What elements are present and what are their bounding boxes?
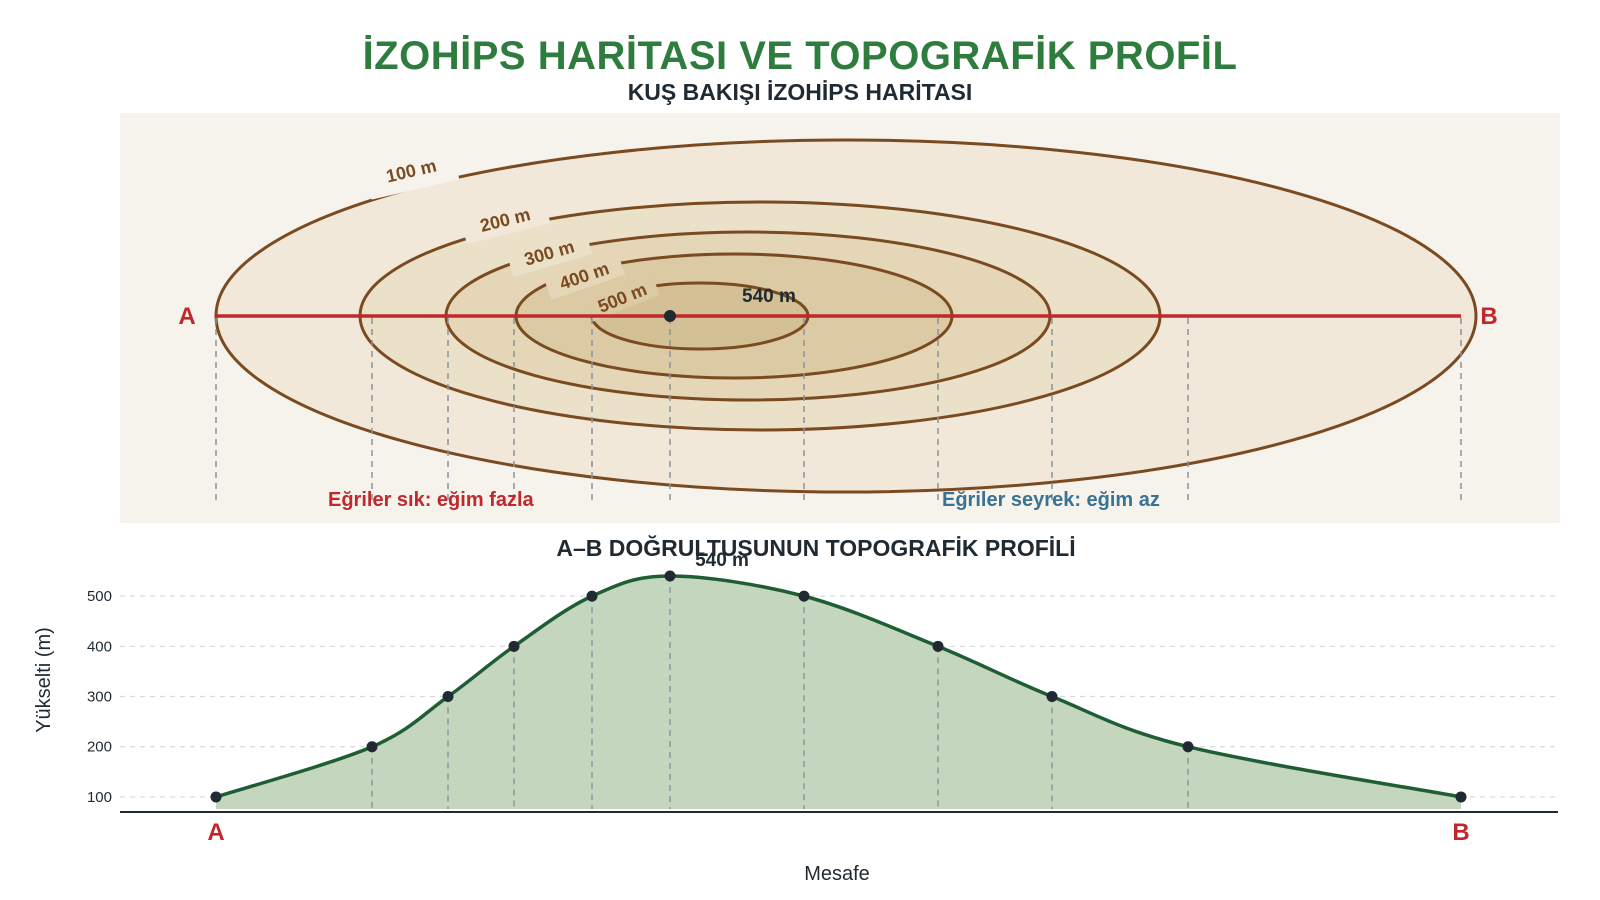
steep-slope-note: Eğriler sık: eğim fazla bbox=[328, 489, 535, 511]
x-axis-title: Mesafe bbox=[804, 863, 870, 885]
map-point-a: A bbox=[178, 303, 195, 330]
gentle-slope-note: Eğriler seyrek: eğim az bbox=[942, 489, 1160, 511]
profile-point bbox=[1046, 691, 1058, 703]
map-peak-label: 540 m bbox=[742, 286, 796, 307]
contour-label-gaps bbox=[362, 140, 660, 322]
profile-point bbox=[798, 590, 810, 602]
projection-guides bbox=[215, 318, 1462, 505]
profile-guides bbox=[371, 576, 1189, 809]
profile-title: A–B DOĞRULTUSUNUN TOPOGRAFİK PROFİLİ bbox=[556, 534, 1075, 561]
profile-line bbox=[215, 574, 1462, 799]
profile-peak-label: 540 m bbox=[695, 550, 749, 571]
profile-point bbox=[442, 691, 454, 703]
profile-point bbox=[210, 791, 222, 803]
profile-point bbox=[508, 640, 520, 652]
y-tick-label: 100 bbox=[87, 789, 112, 806]
y-tick-label: 500 bbox=[87, 588, 112, 605]
profile-points bbox=[210, 570, 1467, 803]
profile-label-a: A bbox=[207, 819, 224, 846]
profile-area bbox=[216, 576, 1461, 809]
y-tick-label: 200 bbox=[87, 739, 112, 756]
peak-point bbox=[664, 310, 676, 322]
y-axis-ticks: 100 200 300 400 500 bbox=[87, 588, 112, 806]
profile-label-b: B bbox=[1452, 819, 1469, 846]
y-tick-label: 400 bbox=[87, 638, 112, 655]
map-point-b: B bbox=[1480, 303, 1497, 330]
map-title: KUŞ BAKIŞI İZOHİPS HARİTASI bbox=[628, 79, 973, 105]
y-tick-label: 300 bbox=[87, 689, 112, 706]
profile-point bbox=[366, 741, 378, 753]
profile-point bbox=[1182, 741, 1194, 753]
profile-point bbox=[586, 590, 598, 602]
page-title: İZOHİPS HARİTASI VE TOPOGRAFİK PROFİL bbox=[362, 34, 1238, 78]
profile-point bbox=[932, 640, 944, 652]
profile-point bbox=[1455, 791, 1467, 803]
y-axis-title: Yükselti (m) bbox=[33, 627, 55, 733]
profile-point bbox=[664, 570, 676, 582]
